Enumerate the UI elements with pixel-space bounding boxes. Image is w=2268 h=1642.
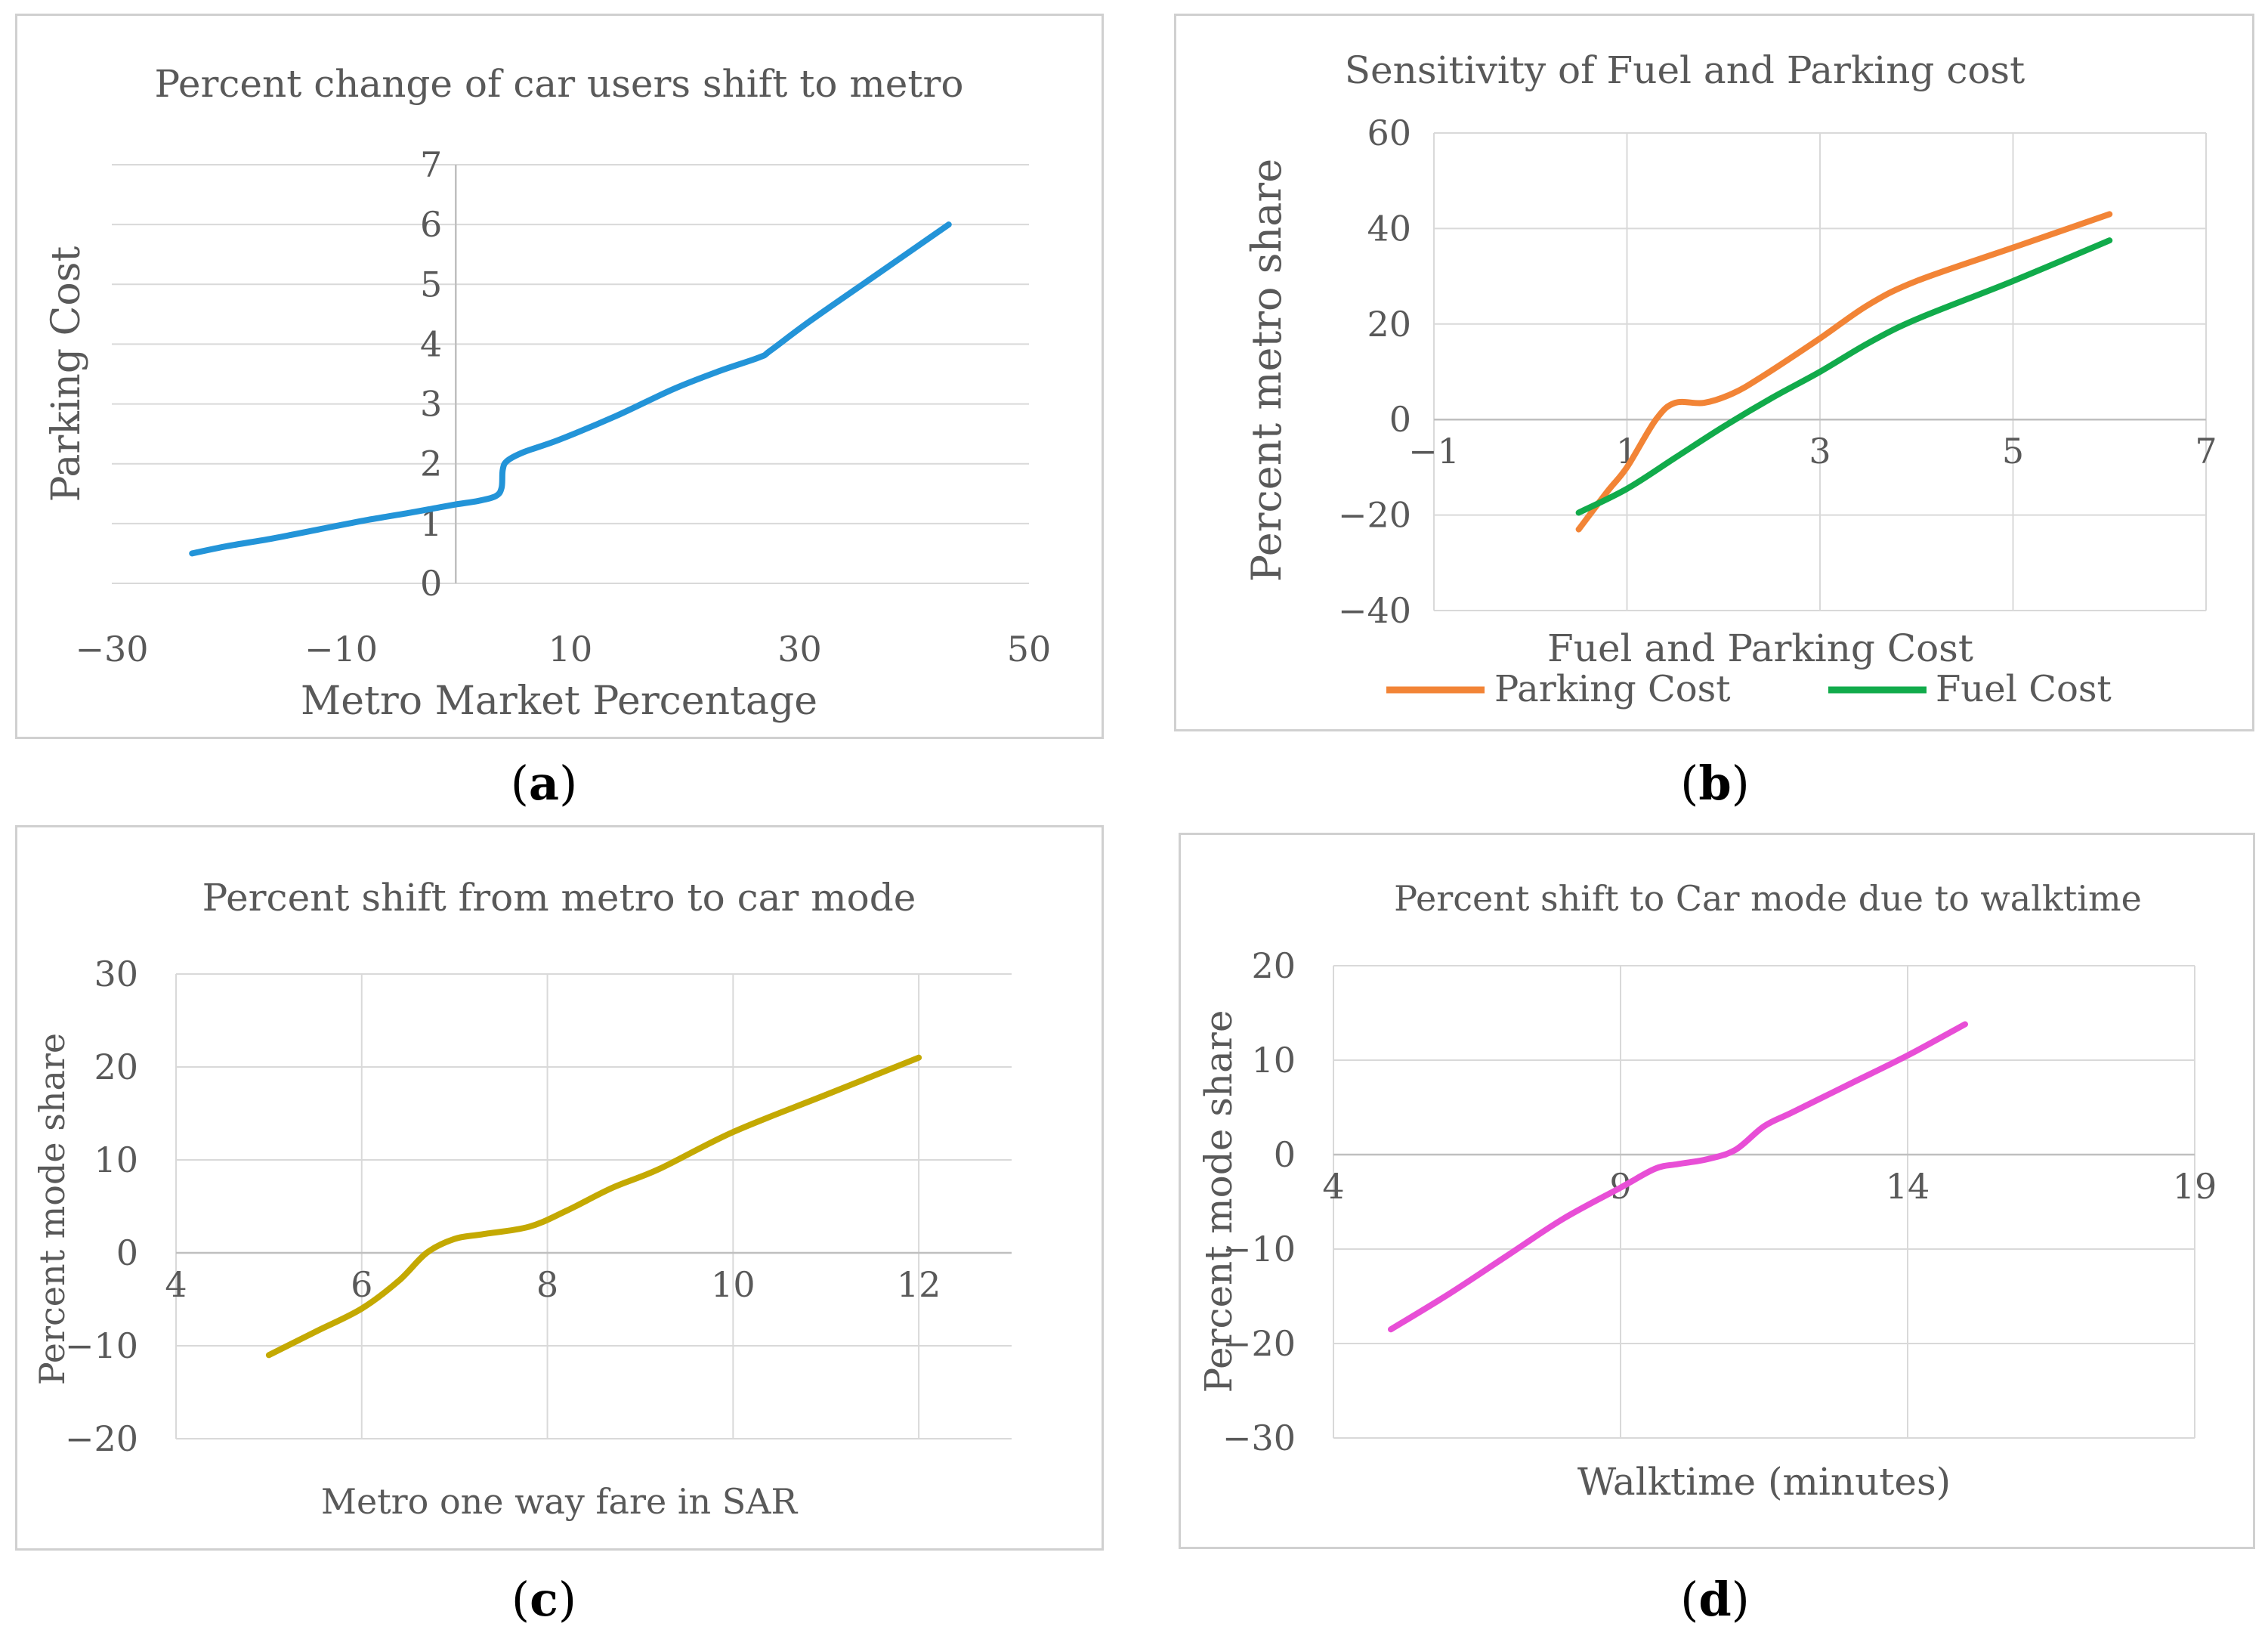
x-tick-label-d: 14 xyxy=(1886,1166,1930,1207)
chart-title-b: Sensitivity of Fuel and Parking cost xyxy=(1345,48,2025,92)
x-tick-label-a: 10 xyxy=(548,629,593,669)
caption-b: (b) xyxy=(1680,756,1750,811)
x-axis-label-d: Walktime (minutes) xyxy=(1577,1460,1951,1504)
y-tick-label-a: 6 xyxy=(420,204,442,245)
series-line-d-percent-mode-share xyxy=(1388,1021,1968,1333)
chart-title-d: Percent shift to Car mode due to walktim… xyxy=(1394,878,2142,919)
y-tick-label-b: 20 xyxy=(1367,304,1411,345)
y-tick-label-a: 0 xyxy=(420,563,442,604)
x-axis-label-a: Metro Market Percentage xyxy=(301,679,817,724)
x-tick-label-a: −30 xyxy=(75,629,148,669)
series-line-b-fuel-cost xyxy=(1575,237,2113,516)
y-axis-label-b: Percent metro share xyxy=(1243,159,1290,582)
x-tick-label-c: 8 xyxy=(536,1264,558,1305)
x-tick-label-a: 50 xyxy=(1007,629,1052,669)
y-tick-label-d: 10 xyxy=(1251,1040,1296,1081)
y-tick-label-b: −20 xyxy=(1338,495,1411,536)
series-line-a-parking-cost xyxy=(189,221,952,557)
x-axis-label-c: Metro one way fare in SAR xyxy=(321,1481,799,1522)
y-tick-label-c: 10 xyxy=(94,1140,138,1180)
panel-a xyxy=(15,14,1104,739)
chart-title-c: Percent shift from metro to car mode xyxy=(202,876,916,920)
y-tick-label-d: −30 xyxy=(1222,1418,1296,1458)
y-tick-label-a: 4 xyxy=(420,323,442,364)
x-tick-label-b: 5 xyxy=(2002,431,2024,472)
y-tick-label-a: 5 xyxy=(420,264,442,305)
y-tick-label-d: −20 xyxy=(1222,1323,1296,1364)
x-tick-label-b: −1 xyxy=(1408,431,1460,472)
legend-label-fuel-cost: Fuel Cost xyxy=(1936,668,2112,710)
caption-a: (a) xyxy=(510,756,578,811)
series-line-c-percent-mode-share xyxy=(265,1054,922,1359)
y-tick-label-c: 20 xyxy=(94,1047,138,1087)
x-tick-label-d: 19 xyxy=(2173,1166,2217,1207)
panel-d xyxy=(1179,833,2255,1549)
y-tick-label-b: 60 xyxy=(1367,113,1411,153)
panel-c xyxy=(15,825,1104,1551)
caption-c: (c) xyxy=(511,1572,577,1627)
y-axis-label-a: Parking Cost xyxy=(44,246,89,502)
x-tick-label-d: 4 xyxy=(1322,1166,1344,1207)
y-tick-label-c: −20 xyxy=(65,1418,138,1459)
y-tick-label-c: 30 xyxy=(94,954,138,994)
y-tick-label-d: 0 xyxy=(1274,1134,1296,1175)
x-tick-label-a: 30 xyxy=(777,629,822,669)
y-tick-label-c: −10 xyxy=(65,1325,138,1366)
y-tick-label-d: −10 xyxy=(1222,1229,1296,1269)
x-tick-label-c: 6 xyxy=(351,1264,372,1305)
x-tick-label-c: 10 xyxy=(711,1264,755,1305)
x-tick-label-c: 4 xyxy=(165,1264,187,1305)
y-tick-label-d: 20 xyxy=(1251,945,1296,986)
y-tick-label-a: 2 xyxy=(420,444,442,484)
y-tick-label-c: 0 xyxy=(116,1232,138,1273)
x-tick-label-a: −10 xyxy=(304,629,378,669)
x-tick-label-b: 3 xyxy=(1809,431,1831,472)
y-axis-label-d: Percent mode share xyxy=(1197,1010,1241,1393)
y-tick-label-b: 0 xyxy=(1389,399,1411,440)
y-tick-label-b: −40 xyxy=(1338,590,1411,631)
x-tick-label-b: 7 xyxy=(2195,431,2217,472)
chart-title-a: Percent change of car users shift to met… xyxy=(155,62,964,106)
x-tick-label-c: 12 xyxy=(897,1264,941,1305)
y-tick-label-b: 40 xyxy=(1367,208,1411,249)
y-tick-label-a: 7 xyxy=(420,144,442,185)
caption-d: (d) xyxy=(1680,1572,1750,1627)
y-axis-label-c: Percent mode share xyxy=(32,1033,73,1385)
legend-label-parking-cost: Parking Cost xyxy=(1494,668,1731,710)
series-line-b-parking-cost xyxy=(1575,211,2113,533)
y-tick-label-a: 3 xyxy=(420,384,442,425)
x-axis-label-b: Fuel and Parking Cost xyxy=(1547,626,1973,670)
